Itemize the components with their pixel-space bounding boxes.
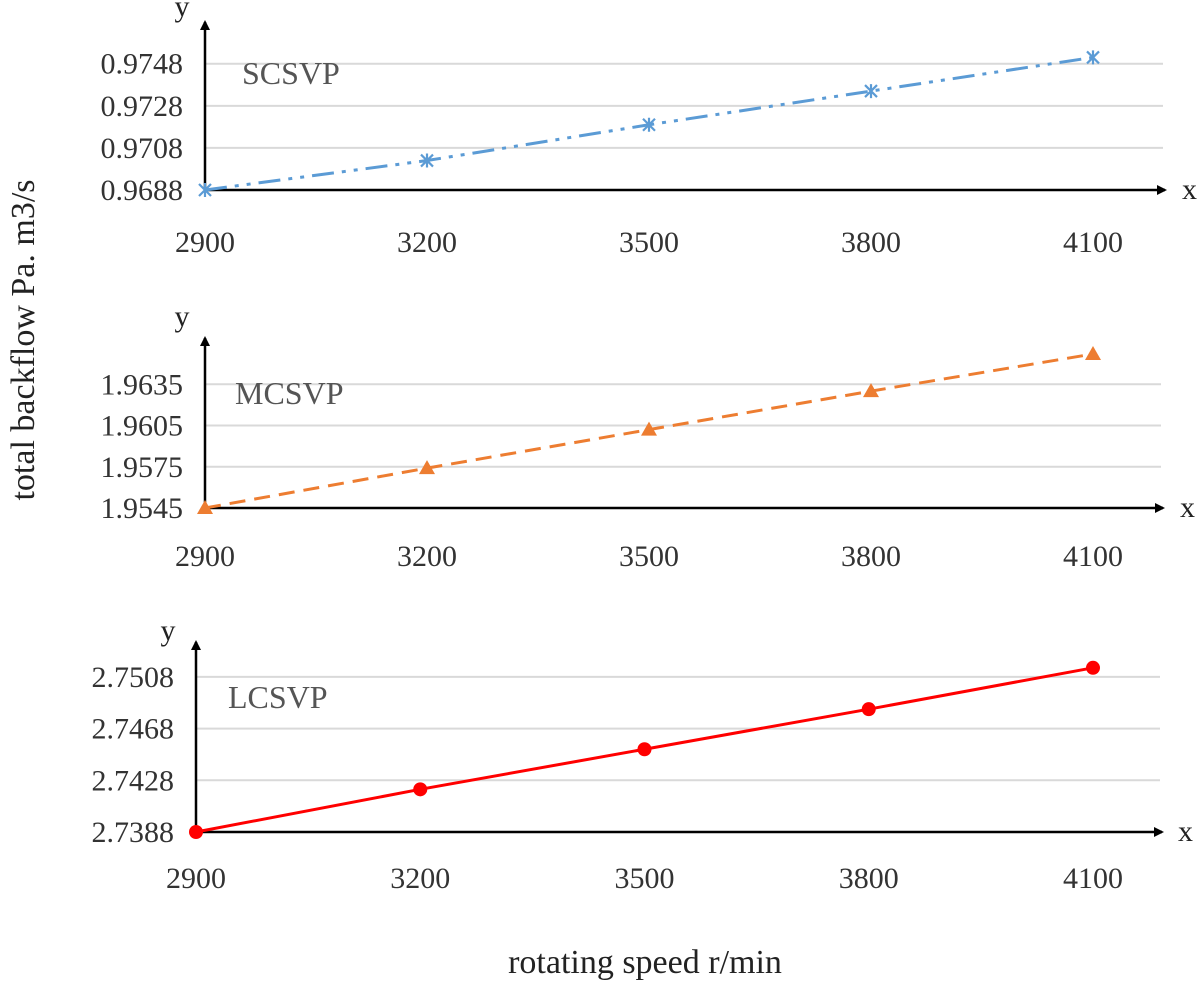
y-tick-label: 1.9635 bbox=[101, 368, 184, 401]
x-tick-label: 3200 bbox=[397, 540, 457, 573]
y-axis-letter: y bbox=[161, 614, 176, 647]
y-tick-label: 2.7388 bbox=[92, 816, 175, 849]
x-tick-label: 4100 bbox=[1063, 862, 1123, 895]
data-point bbox=[637, 742, 652, 757]
x-tick-label: 3200 bbox=[390, 862, 450, 895]
data-point bbox=[863, 383, 879, 398]
data-point bbox=[642, 117, 656, 132]
data-point bbox=[641, 421, 657, 436]
data-point bbox=[1086, 50, 1100, 65]
chart-panel-mcsvp: 1.9545 1.9575 1.9605 1.9635 2900 3200 3500 3800… bbox=[101, 300, 1196, 573]
y-axis-letter: y bbox=[175, 300, 190, 333]
x-axis-title: rotating speed r/min bbox=[508, 944, 782, 981]
y-tick-label: 1.9605 bbox=[101, 410, 184, 443]
data-point bbox=[198, 183, 212, 197]
data-point bbox=[1086, 660, 1100, 675]
y-tick-label: 1.9545 bbox=[101, 492, 184, 525]
y-tick-label: 0.9708 bbox=[101, 132, 184, 165]
x-axis-letter: x bbox=[1180, 491, 1195, 524]
panel-label: SCSVP bbox=[242, 55, 340, 91]
data-point bbox=[197, 500, 213, 514]
y-tick-label: 2.7508 bbox=[92, 661, 175, 694]
data-point bbox=[189, 825, 203, 839]
x-tick-label: 3800 bbox=[841, 226, 901, 259]
y-axis-letter: y bbox=[175, 0, 190, 23]
chart-panels: 0.9688 0.9708 0.9728 0.9748 2900 3200 3500 3800… bbox=[92, 0, 1198, 895]
x-tick-label: 2900 bbox=[175, 540, 235, 573]
x-tick-label: 3500 bbox=[619, 540, 679, 573]
data-point bbox=[861, 702, 876, 717]
panel-label: MCSVP bbox=[235, 375, 344, 411]
x-tick-label: 3800 bbox=[839, 862, 899, 895]
panel-label: LCSVP bbox=[228, 679, 328, 715]
y-axis-title: total backflow Pa. m3/s bbox=[5, 179, 42, 500]
x-tick-label: 4100 bbox=[1063, 540, 1123, 573]
x-tick-label: 3500 bbox=[619, 226, 679, 259]
x-axis-letter: x bbox=[1178, 815, 1193, 848]
x-axis-letter: x bbox=[1182, 173, 1197, 206]
data-point bbox=[419, 460, 435, 475]
chart-panel-lcsvp: 2.7388 2.7428 2.7468 2.7508 2900 3200 3500 3800… bbox=[92, 614, 1194, 895]
data-point bbox=[864, 84, 878, 99]
data-point bbox=[1085, 346, 1101, 360]
x-tick-label: 2900 bbox=[175, 226, 235, 259]
x-tick-label: 3500 bbox=[615, 862, 675, 895]
x-tick-label: 2900 bbox=[166, 862, 226, 895]
y-tick-label: 2.7468 bbox=[92, 713, 175, 746]
x-tick-label: 3200 bbox=[397, 226, 457, 259]
chart-panel-scsvp: 0.9688 0.9708 0.9728 0.9748 2900 3200 3500 3800… bbox=[101, 0, 1198, 259]
data-point bbox=[420, 153, 434, 168]
y-tick-label: 0.9728 bbox=[101, 90, 184, 123]
y-tick-label: 1.9575 bbox=[101, 451, 184, 484]
y-tick-label: 0.9748 bbox=[101, 48, 184, 81]
data-point bbox=[413, 782, 428, 797]
x-tick-label: 4100 bbox=[1063, 226, 1123, 259]
y-tick-label: 2.7428 bbox=[92, 764, 175, 797]
x-tick-label: 3800 bbox=[841, 540, 901, 573]
y-tick-label: 0.9688 bbox=[101, 174, 184, 207]
